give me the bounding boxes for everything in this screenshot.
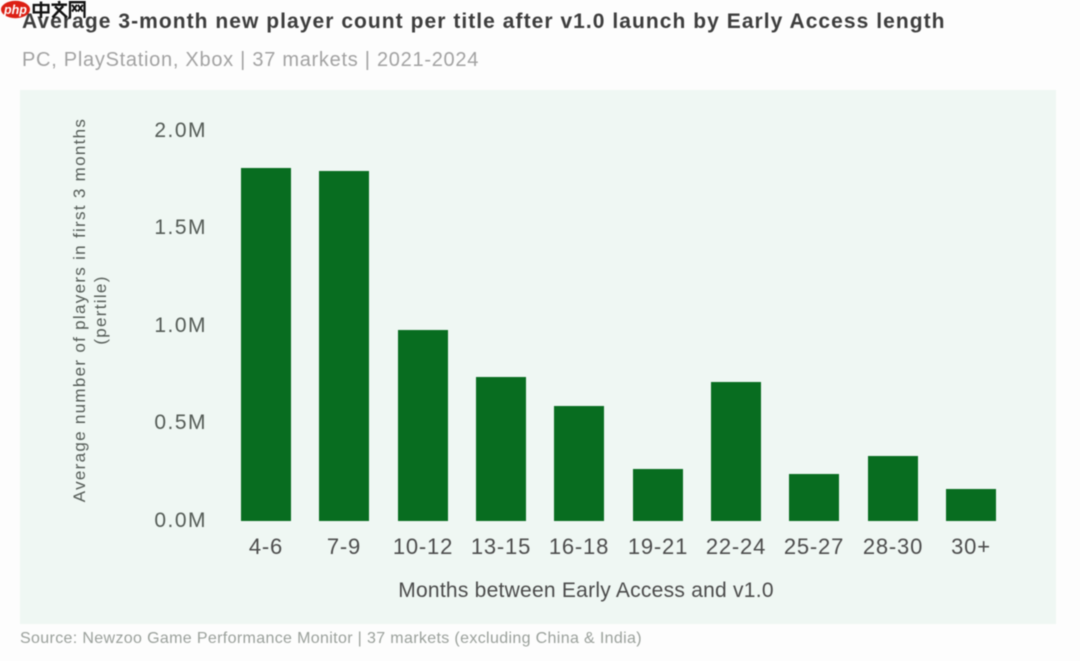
svg-text:php: php: [3, 3, 27, 17]
